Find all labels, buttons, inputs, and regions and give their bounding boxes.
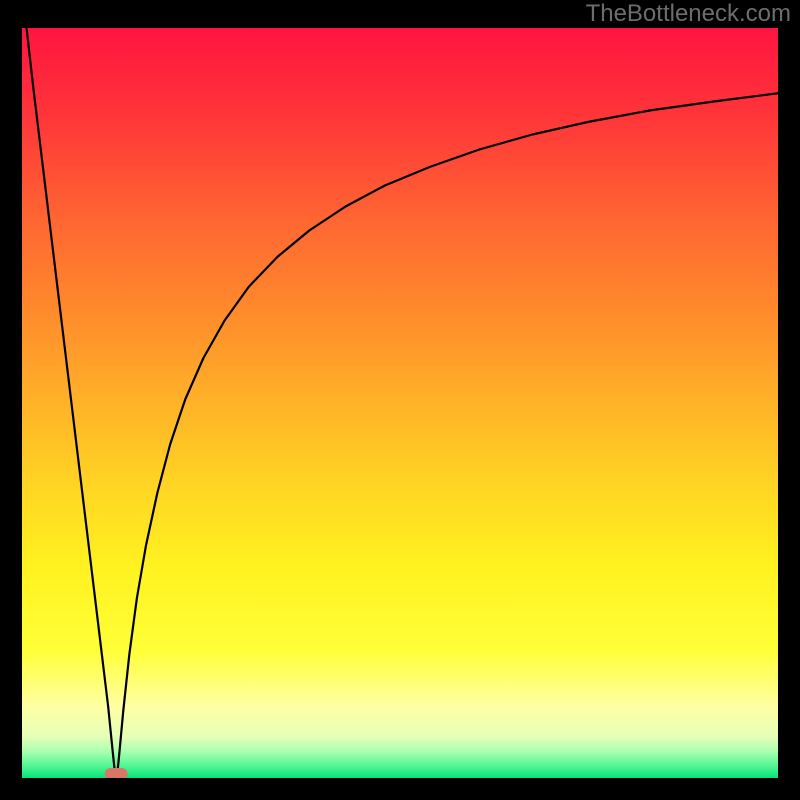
minimum-marker	[105, 768, 128, 778]
curve-left-branch	[27, 28, 115, 774]
stage: TheBottleneck.com	[0, 0, 800, 800]
curve-right-branch	[117, 93, 778, 773]
watermark-text: TheBottleneck.com	[586, 0, 791, 28]
chart-curve	[22, 28, 778, 778]
chart-frame	[22, 28, 778, 778]
chart-plot-area	[22, 28, 778, 778]
